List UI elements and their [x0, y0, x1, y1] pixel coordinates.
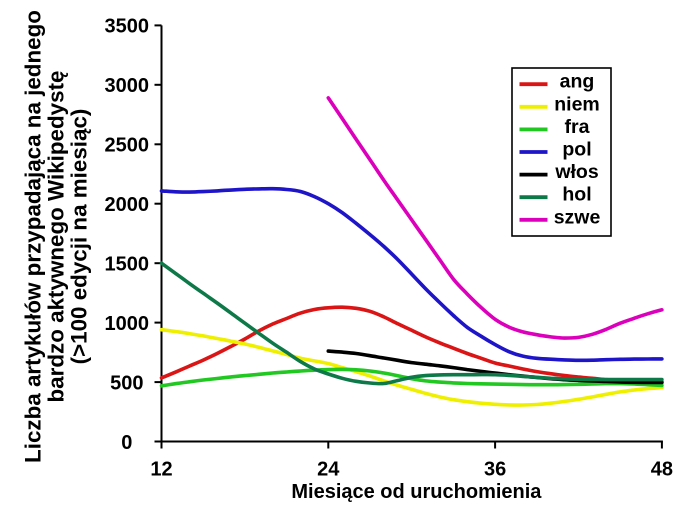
svg-text:36: 36 [484, 459, 506, 481]
svg-text:0: 0 [121, 432, 132, 454]
svg-text:1000: 1000 [105, 313, 150, 335]
svg-text:szwe: szwe [554, 206, 601, 228]
svg-text:12: 12 [150, 459, 172, 481]
svg-text:24: 24 [317, 459, 340, 481]
svg-text:48: 48 [651, 459, 673, 481]
svg-text:fra: fra [565, 116, 590, 138]
svg-text:(>100 edycji na miesiąc): (>100 edycji na miesiąc) [67, 109, 92, 365]
svg-text:3500: 3500 [105, 16, 150, 38]
svg-text:pol: pol [562, 139, 591, 161]
svg-text:niem: niem [554, 93, 600, 115]
svg-text:bardzo aktywnego Wikipedystę: bardzo aktywnego Wikipedystę [44, 70, 69, 402]
svg-text:włos: włos [554, 161, 598, 183]
svg-text:1500: 1500 [105, 254, 150, 276]
svg-text:500: 500 [110, 372, 143, 394]
svg-text:Liczba artykułów przypadająca: Liczba artykułów przypadająca na jednego [21, 10, 46, 463]
svg-text:hol: hol [562, 184, 591, 206]
svg-text:ang: ang [560, 71, 595, 93]
svg-text:3000: 3000 [105, 75, 150, 97]
svg-text:Miesiące od uruchomienia: Miesiące od uruchomienia [291, 481, 542, 503]
svg-text:2500: 2500 [105, 135, 150, 157]
svg-text:2000: 2000 [105, 194, 150, 216]
